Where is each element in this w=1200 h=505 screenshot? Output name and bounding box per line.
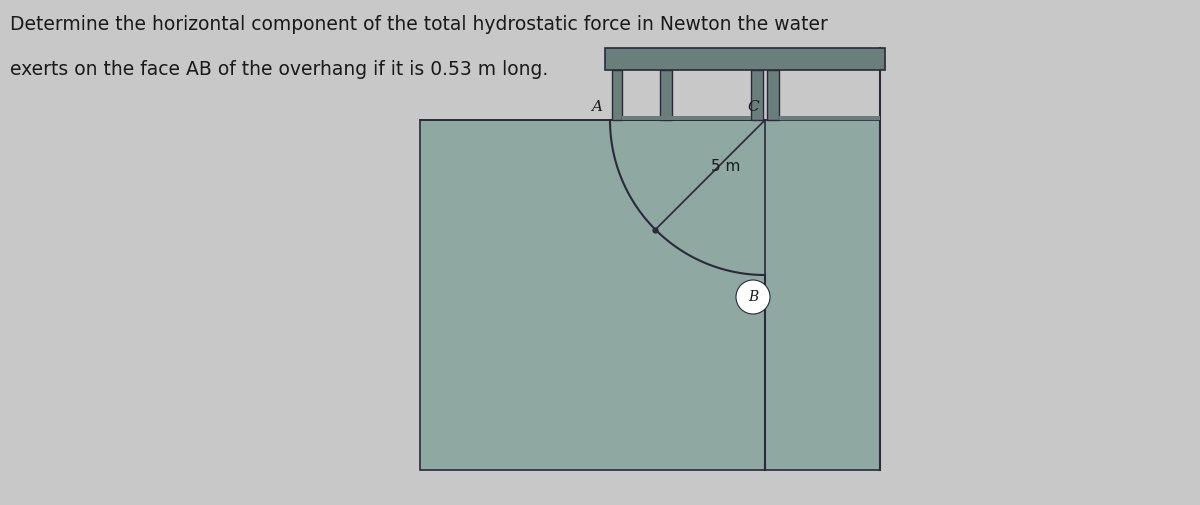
Polygon shape — [605, 48, 886, 70]
Circle shape — [736, 280, 770, 314]
Polygon shape — [767, 70, 779, 120]
Text: A: A — [592, 100, 602, 114]
Text: C: C — [748, 100, 760, 114]
Polygon shape — [660, 70, 672, 120]
Text: B: B — [748, 290, 758, 304]
Polygon shape — [420, 120, 880, 470]
Text: exerts on the face AB of the overhang if it is 0.53 m long.: exerts on the face AB of the overhang if… — [10, 60, 548, 79]
Text: 5 m: 5 m — [712, 160, 740, 174]
Polygon shape — [779, 116, 880, 120]
Polygon shape — [612, 70, 622, 120]
Polygon shape — [622, 116, 751, 120]
Polygon shape — [751, 70, 763, 120]
Text: Determine the horizontal component of the total hydrostatic force in Newton the : Determine the horizontal component of th… — [10, 15, 828, 34]
